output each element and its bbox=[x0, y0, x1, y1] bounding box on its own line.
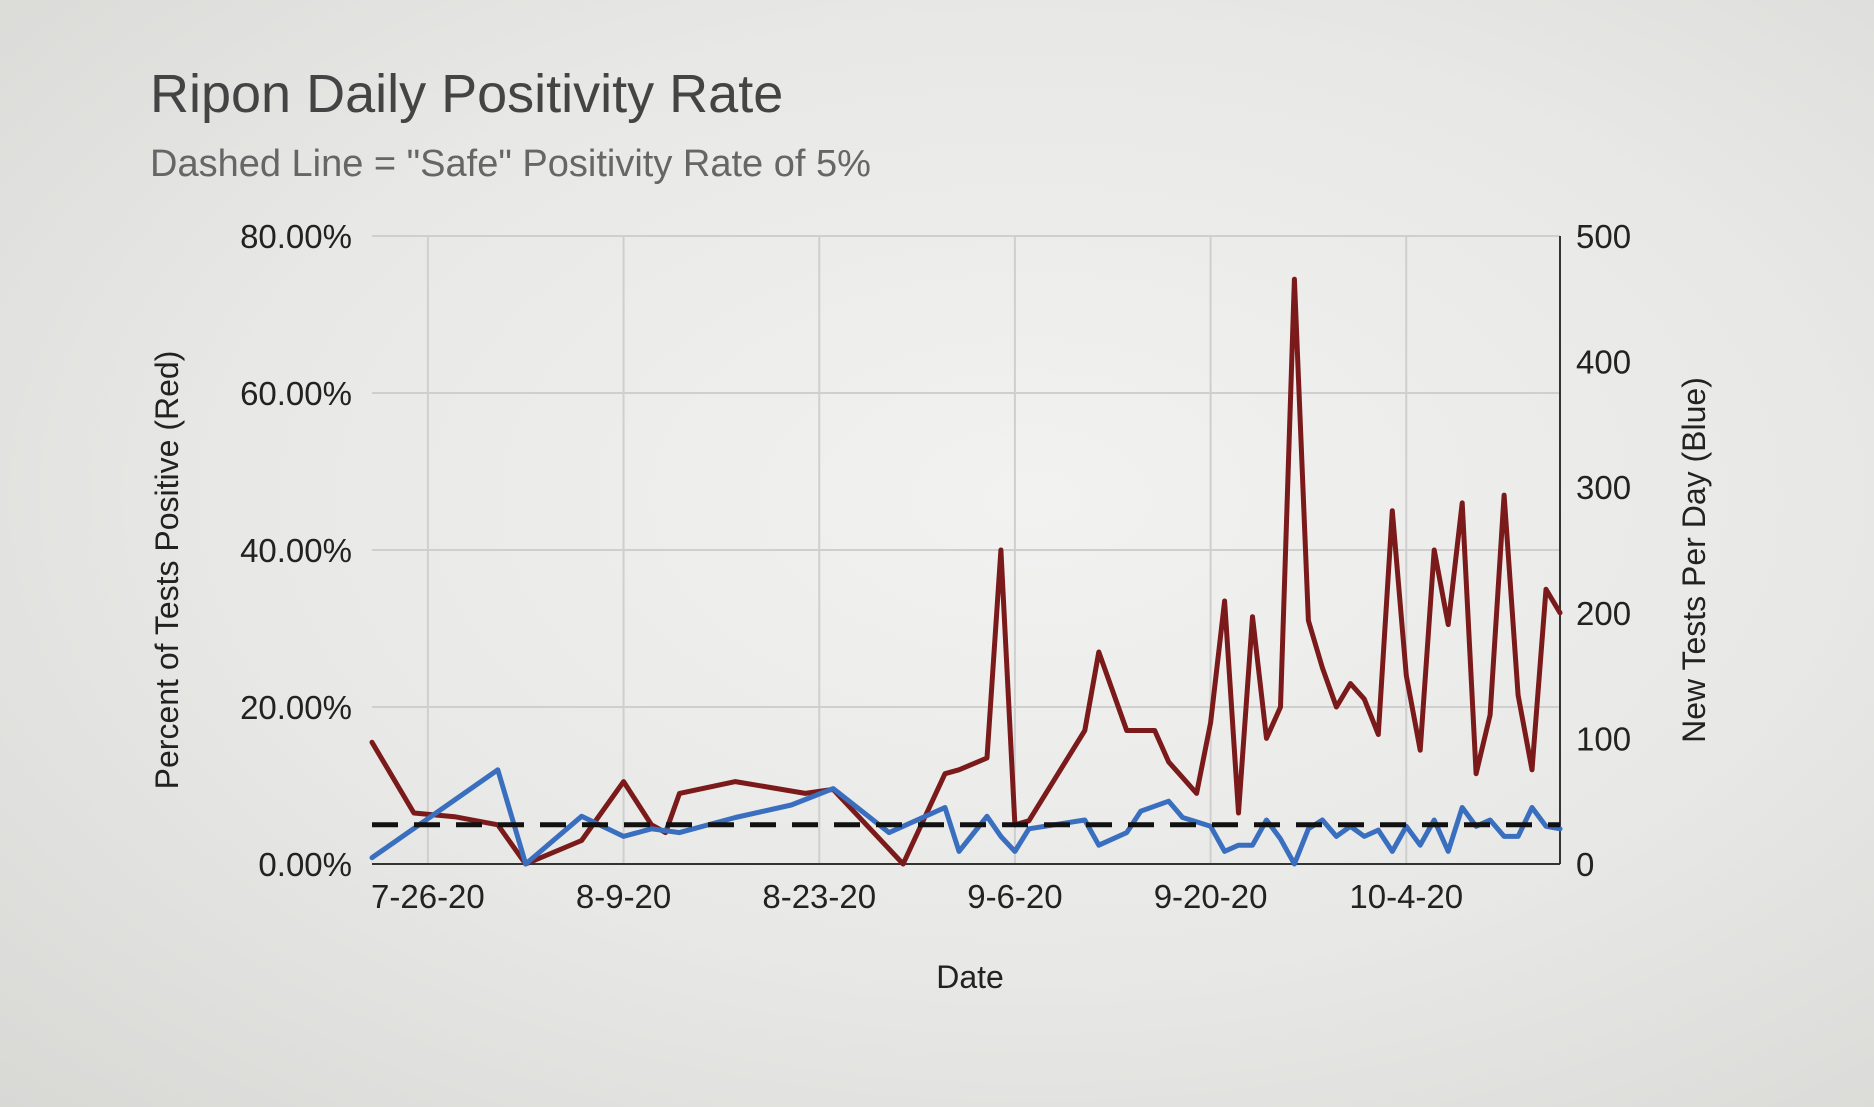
x-tick-label: 8-9-20 bbox=[576, 878, 671, 915]
x-tick-label: 7-26-20 bbox=[371, 878, 485, 915]
left-y-tick-label: 60.00% bbox=[240, 375, 352, 412]
right-y-tick-label: 200 bbox=[1576, 595, 1631, 632]
left-y-axis-title: Percent of Tests Positive (Red) bbox=[149, 351, 185, 790]
axes bbox=[372, 236, 1561, 865]
x-tick-label: 10-4-20 bbox=[1349, 878, 1463, 915]
tests-per-day-line bbox=[369, 767, 1563, 867]
right-y-tick-label: 300 bbox=[1576, 469, 1631, 506]
right-y-tick-label: 0 bbox=[1576, 846, 1594, 883]
tick-labels: 0.00% 20.00% 40.00% 60.00% 80.00% 7-26-20 8-9-… bbox=[240, 218, 1631, 915]
positivity-rate-line bbox=[369, 276, 1563, 867]
gridlines bbox=[372, 235, 1560, 864]
right-y-axis-title: New Tests Per Day (Blue) bbox=[1676, 377, 1712, 743]
series-lines bbox=[369, 276, 1563, 867]
right-y-tick-label: 400 bbox=[1576, 344, 1631, 381]
chart-title: Ripon Daily Positivity Rate bbox=[150, 64, 783, 124]
x-tick-label: 8-23-20 bbox=[762, 878, 876, 915]
left-y-tick-label: 40.00% bbox=[240, 532, 352, 569]
x-tick-label: 9-20-20 bbox=[1154, 878, 1268, 915]
right-y-tick-label: 500 bbox=[1576, 218, 1631, 255]
left-y-tick-label: 80.00% bbox=[240, 218, 352, 255]
left-y-tick-label: 0.00% bbox=[258, 846, 352, 883]
right-y-tick-label: 100 bbox=[1576, 720, 1631, 757]
left-y-tick-label: 20.00% bbox=[240, 689, 352, 726]
x-tick-label: 9-6-20 bbox=[967, 878, 1062, 915]
x-axis-title: Date bbox=[936, 959, 1004, 995]
chart-subtitle: Dashed Line = "Safe" Positivity Rate of … bbox=[150, 143, 871, 185]
